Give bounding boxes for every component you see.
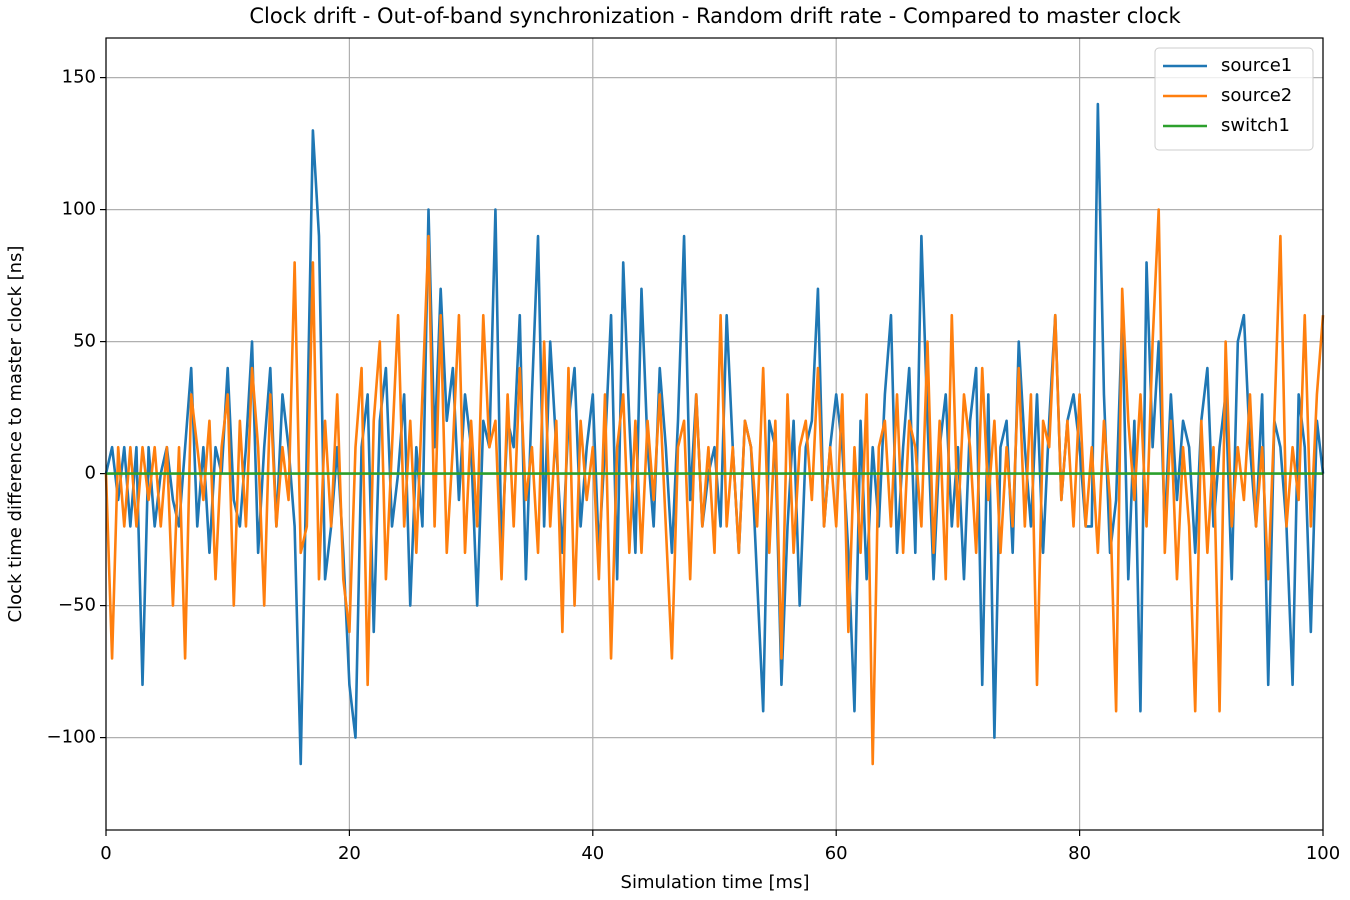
legend-label: source1 — [1221, 55, 1292, 76]
y-tick-label: 100 — [62, 199, 96, 220]
y-tick-label: 50 — [73, 331, 96, 352]
y-tick-label: 150 — [62, 67, 96, 88]
legend-label: source2 — [1221, 85, 1292, 106]
legend-label: switch1 — [1221, 115, 1290, 136]
plot-frame — [105, 37, 1324, 831]
series-line — [104, 208, 1325, 766]
chart-title: Clock drift - Out-of-band synchronizatio… — [249, 4, 1181, 28]
x-tick-label: 0 — [100, 843, 111, 864]
x-tick-label: 40 — [581, 843, 604, 864]
x-tick-label: 80 — [1068, 843, 1091, 864]
x-tick-label: 20 — [338, 843, 361, 864]
y-tick-label: −100 — [47, 727, 96, 748]
x-axis-label: Simulation time [ms] — [621, 872, 810, 893]
x-tick-label: 60 — [825, 843, 848, 864]
x-tick-label: 100 — [1306, 843, 1340, 864]
y-tick-label: −50 — [58, 595, 96, 616]
y-tick-label: 0 — [85, 463, 96, 484]
legend-box — [1154, 47, 1314, 151]
legend: source1 source2 switch1 — [1154, 47, 1314, 151]
y-axis-label: Clock time difference to master clock [n… — [5, 246, 26, 623]
